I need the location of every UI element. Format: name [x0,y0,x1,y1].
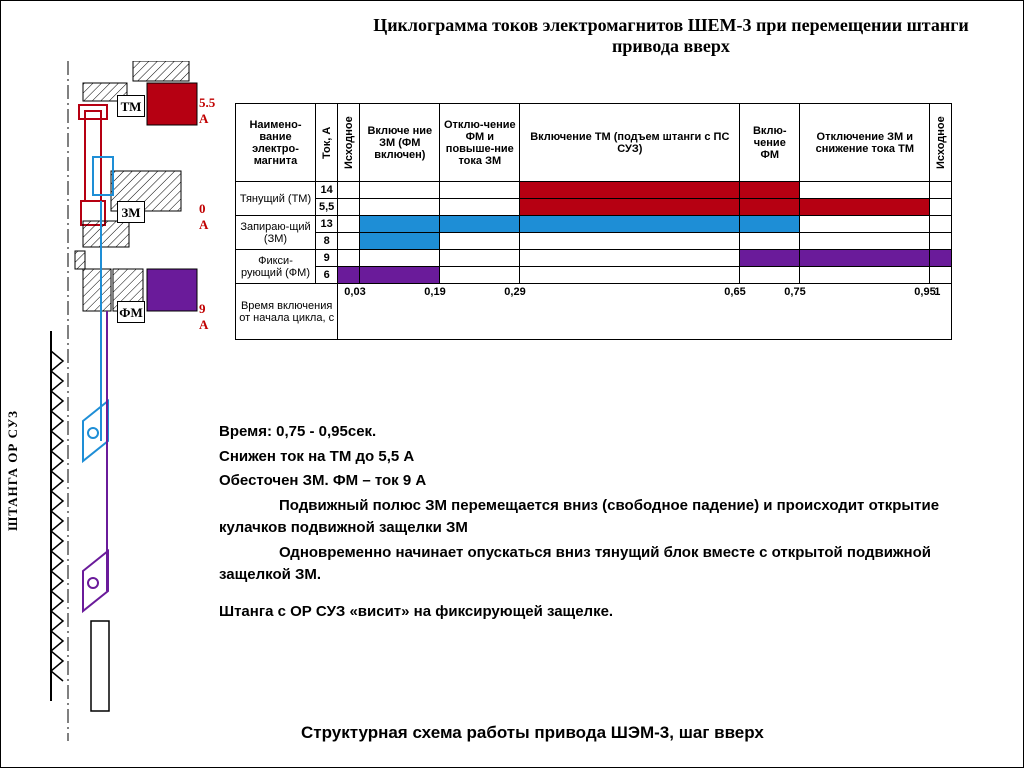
phase-cell [360,233,440,250]
phase-cell [360,250,440,267]
phase-cell [338,216,360,233]
row-value: 9 [316,250,338,267]
phase-cell [800,267,930,284]
desc-line-1: Время: 0,75 - 0,95сек. [219,421,991,444]
phase-cell [930,199,952,216]
rod-label: ШТАНГА ОР СУЗ [5,410,21,531]
col-phase3: Включение ТМ (подъем штанги с ПС СУЗ) [520,104,740,182]
phase-cell [740,216,800,233]
phase-cell [740,233,800,250]
phase-cell [360,182,440,199]
phase-cell [740,267,800,284]
phase-cell [740,250,800,267]
zm-amp: 0 А [199,201,213,233]
time-mark: 0,19 [424,286,445,298]
col-phase2: Отклю-чение ФМ и повыше-ние тока ЗМ [440,104,520,182]
phase-cell [520,267,740,284]
row-name: Тянущий (ТМ) [236,182,316,216]
phase-cell [800,250,930,267]
desc-line-4: Подвижный полюс ЗМ перемещается вниз (св… [219,495,991,540]
phase-cell [338,267,360,284]
phase-cell [338,233,360,250]
phase-cell [360,267,440,284]
tm-label: ТМ [117,95,145,117]
col-name: Наимено-вание электро-магнита [236,104,316,182]
tm-amp: 5.5 А [199,95,215,127]
phase-cell [440,199,520,216]
cyclogram-table: Наимено-вание электро-магнита Ток, А Исх… [235,103,952,340]
time-mark: 0,75 [784,286,805,298]
time-mark: 1 [934,286,940,298]
phase-cell [338,199,360,216]
time-mark: 0,95 [914,286,935,298]
col-final: Исходное [930,104,952,182]
phase-cell [930,267,952,284]
phase-cell [800,199,930,216]
row-name: Запираю-щий (ЗМ) [236,216,316,250]
col-phase1: Включе ние ЗМ (ФМ включен) [360,104,440,182]
desc-line-3: Обесточен ЗМ. ФМ – ток 9 А [219,470,991,493]
phase-cell [338,250,360,267]
phase-cell [930,216,952,233]
col-phase5: Отключение ЗМ и снижение тока ТМ [800,104,930,182]
time-mark: 0,29 [504,286,525,298]
phase-cell [440,267,520,284]
phase-cell [440,250,520,267]
phase-cell [740,182,800,199]
desc-line-6: Штанга с ОР СУЗ «висит» на фиксирующей з… [219,601,991,624]
phase-cell [930,182,952,199]
phase-cell [800,233,930,250]
row-value: 14 [316,182,338,199]
row-name: Фикси-рующий (ФМ) [236,250,316,284]
col-initial: Исходное [338,104,360,182]
col-tok: Ток, А [316,104,338,182]
row-value: 6 [316,267,338,284]
fm-label: ФМ [117,301,145,323]
phase-cell [520,233,740,250]
col-phase4: Вклю-чение ФМ [740,104,800,182]
phase-cell [520,182,740,199]
phase-cell [800,182,930,199]
time-axis: 0,03 0,19 0,29 0,65 0,75 0,951 [338,284,952,340]
mechanism-diagram: ТМ 5.5 А ЗМ 0 А ФМ 9 А [13,61,213,711]
phase-cell [440,233,520,250]
footer-title: Структурная схема работы привода ШЭМ-3, … [301,723,764,743]
zm-label: ЗМ [117,201,145,223]
row-value: 13 [316,216,338,233]
desc-line-5: Одновременно начинает опускаться вниз тя… [219,542,991,587]
phase-cell [520,216,740,233]
time-mark: 0,65 [724,286,745,298]
phase-cell [360,199,440,216]
phase-cell [440,216,520,233]
phase-cell [338,182,360,199]
description-block: Время: 0,75 - 0,95сек. Снижен ток на ТМ … [219,421,991,625]
phase-cell [800,216,930,233]
desc-line-2: Снижен ток на ТМ до 5,5 А [219,446,991,469]
phase-cell [440,182,520,199]
page-title: Циклограмма токов электромагнитов ШЕМ-3 … [371,15,971,57]
time-label: Время включения от начала цикла, с [236,284,338,340]
phase-cell [740,199,800,216]
phase-cell [360,216,440,233]
phase-cell [520,199,740,216]
fm-amp: 9 А [199,301,213,333]
phase-cell [930,250,952,267]
phase-cell [930,233,952,250]
phase-cell [520,250,740,267]
row-value: 8 [316,233,338,250]
time-mark: 0,03 [344,286,365,298]
row-value: 5,5 [316,199,338,216]
